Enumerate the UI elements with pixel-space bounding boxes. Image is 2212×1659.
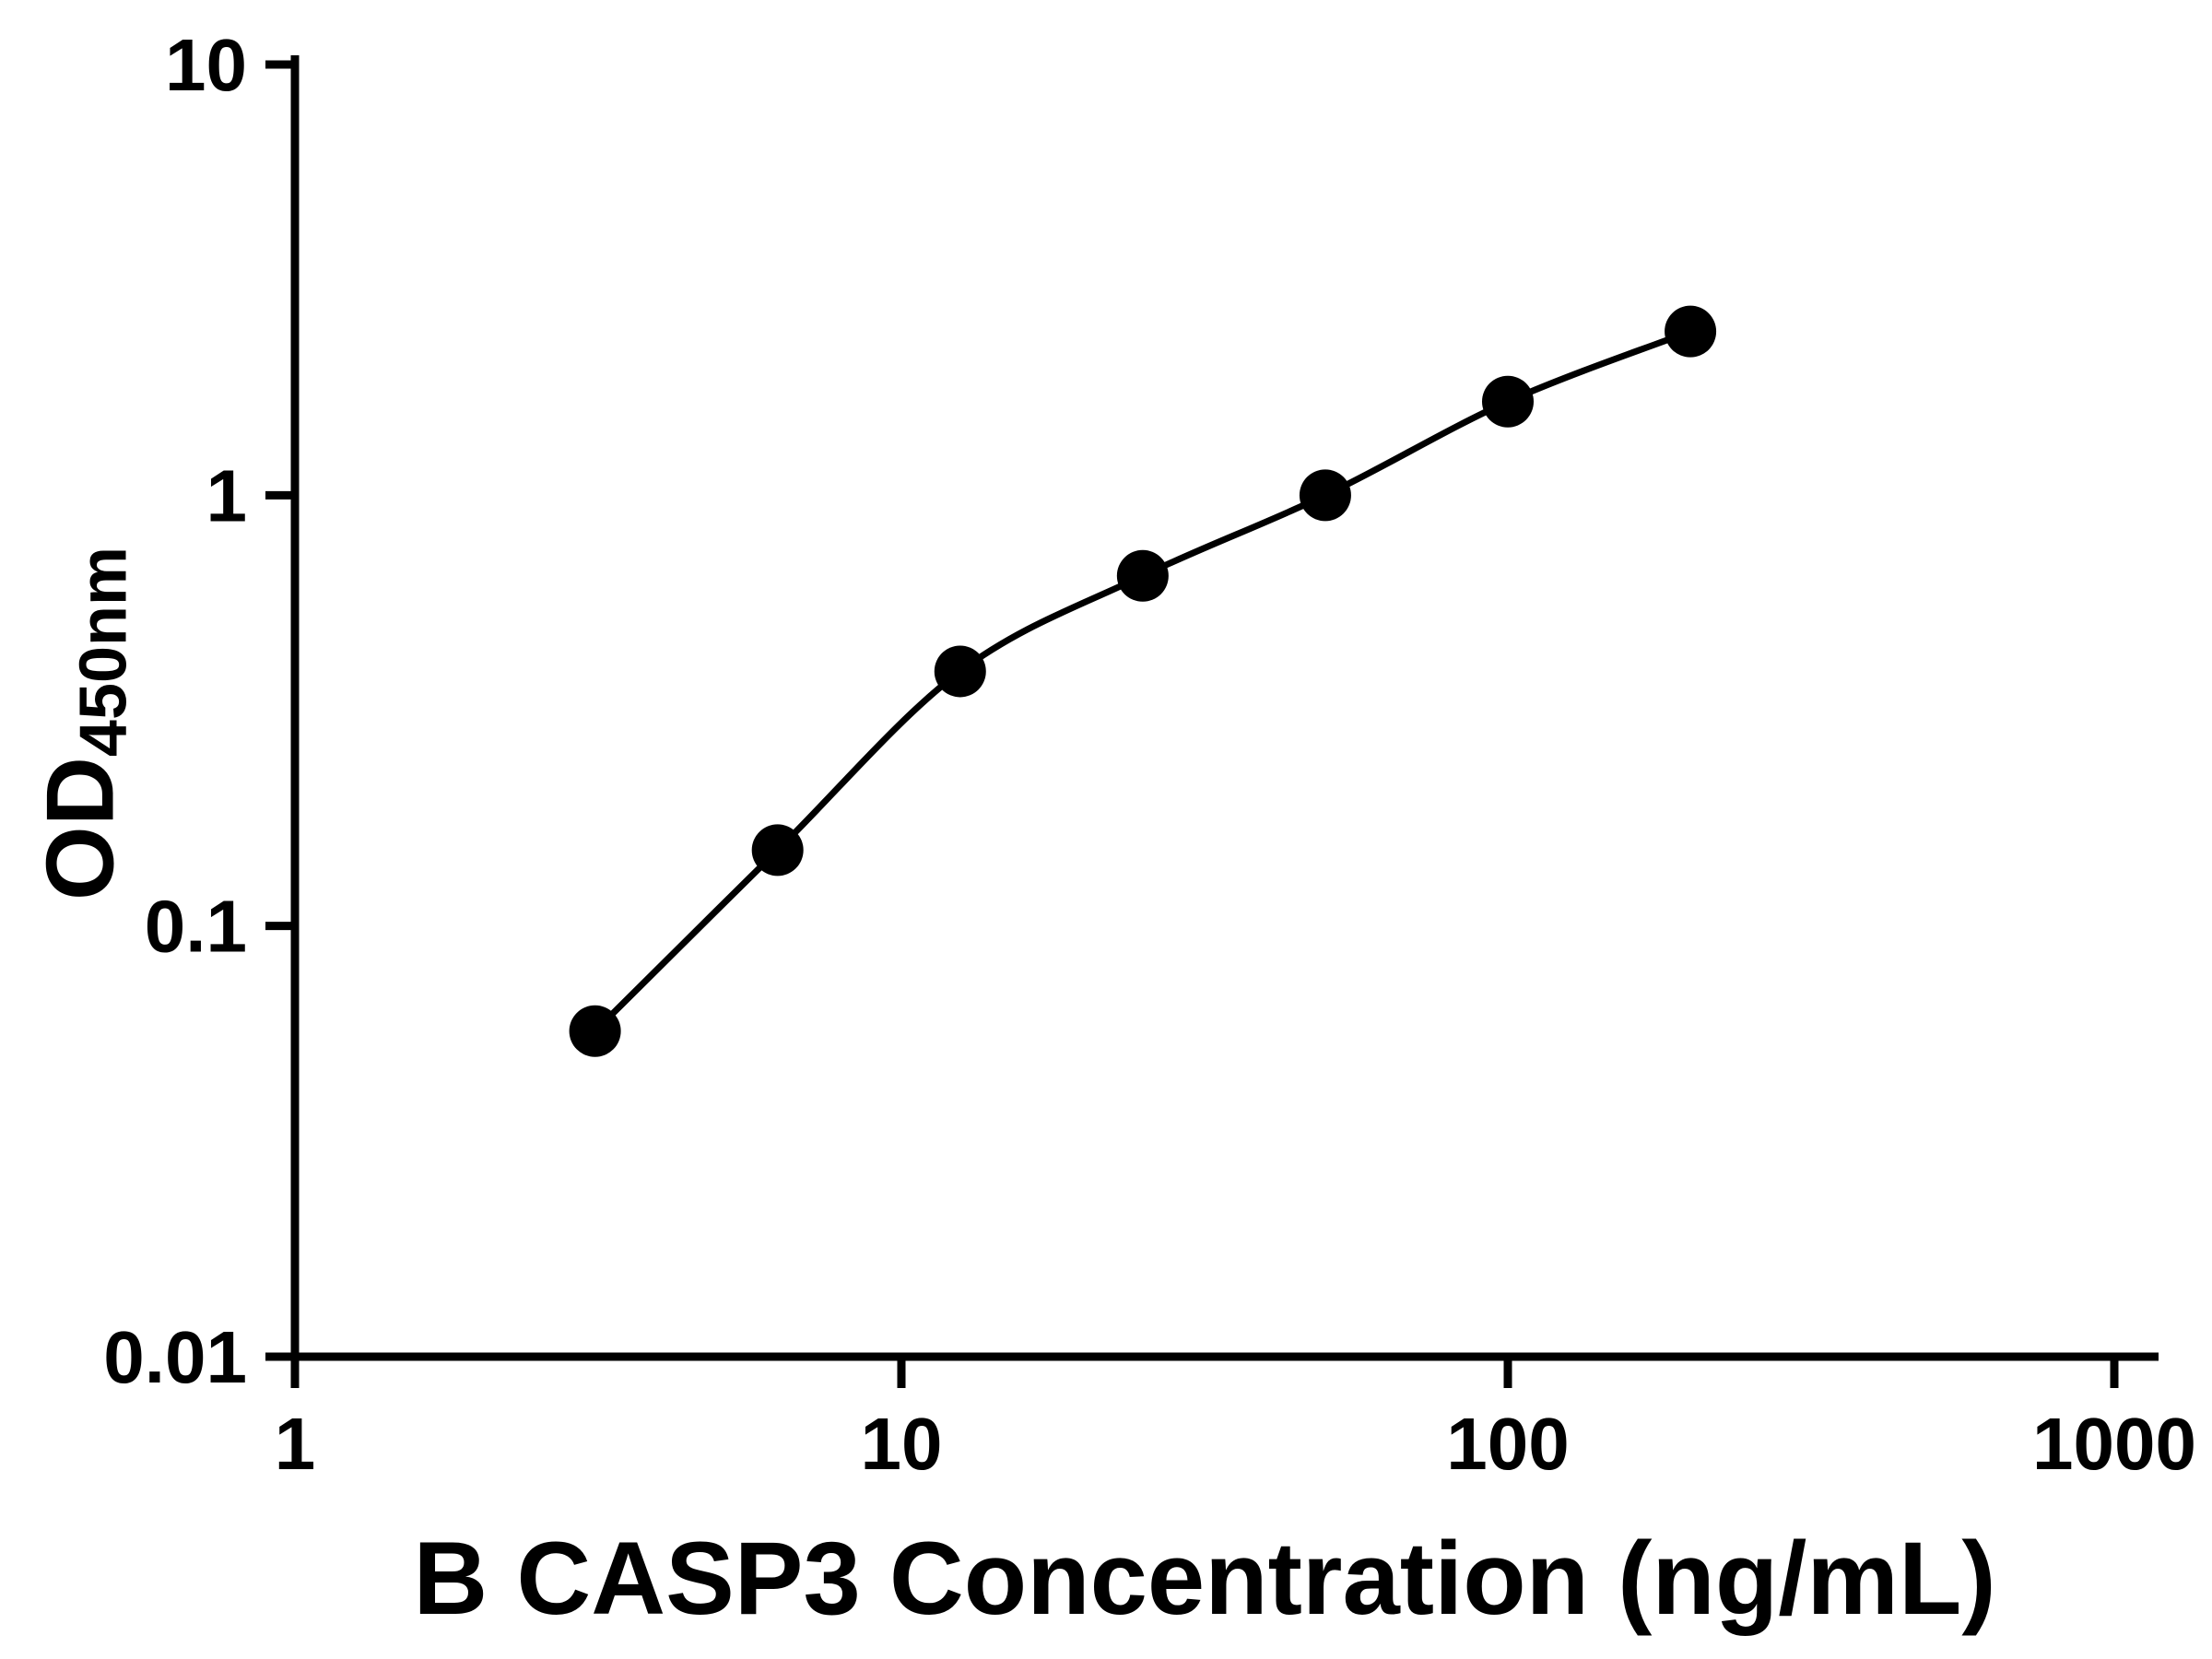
fit-curve <box>593 328 1692 1034</box>
data-point <box>751 824 804 877</box>
y-tick-label: 0.1 <box>145 886 247 968</box>
x-tick-label: 1 <box>275 1403 316 1485</box>
y-tick-label: 1 <box>206 454 248 536</box>
data-point <box>1665 305 1717 358</box>
axis-spine <box>290 55 2159 1361</box>
x-tick-label: 100 <box>1446 1403 1569 1485</box>
y-axis-title-subscript: 450nm <box>66 546 141 758</box>
data-point <box>934 645 986 698</box>
y-axis-title-main: OD <box>27 757 135 901</box>
x-tick-label: 1000 <box>2032 1403 2196 1485</box>
data-point <box>569 1005 621 1057</box>
y-tick-label: 10 <box>165 24 247 106</box>
y-tick-label: 0.01 <box>103 1316 247 1398</box>
data-point <box>1116 549 1169 602</box>
x-tick-label: 10 <box>861 1403 943 1485</box>
data-point <box>1482 375 1534 428</box>
data-point <box>1299 469 1351 522</box>
y-axis-title: OD450nm <box>27 547 141 901</box>
y-axis-ticks: 0.01 0.1 1 10 <box>103 24 295 1398</box>
x-axis-ticks: 1 10 100 1000 <box>275 1357 2196 1485</box>
x-axis-title: B CASP3 Concentration (ng/mL) <box>413 1521 1996 1636</box>
data-points <box>569 305 1717 1057</box>
